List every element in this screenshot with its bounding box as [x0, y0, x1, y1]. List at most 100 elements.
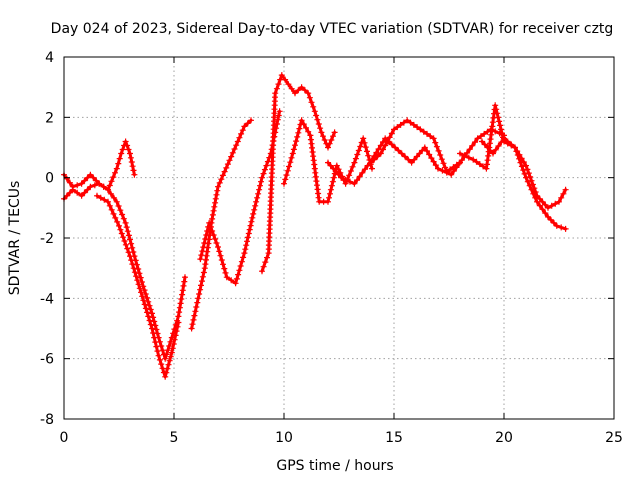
data-point — [260, 170, 267, 177]
data-point — [282, 176, 289, 183]
data-point — [477, 133, 484, 140]
data-point — [166, 343, 173, 349]
data-point — [494, 110, 501, 117]
data-point — [351, 180, 358, 187]
data-point — [123, 224, 130, 231]
data-point — [453, 164, 460, 171]
data-point — [108, 178, 115, 185]
data-point — [504, 138, 511, 145]
data-point — [481, 141, 488, 148]
data-point — [167, 353, 174, 360]
data-point — [492, 102, 499, 109]
data-point — [501, 135, 507, 142]
data-point — [354, 151, 361, 158]
data-point — [480, 163, 487, 170]
data-point — [524, 178, 531, 185]
data-point — [66, 189, 73, 196]
data-point — [385, 138, 392, 145]
data-point — [133, 273, 140, 280]
data-point — [122, 241, 129, 248]
data-point — [407, 119, 414, 126]
data-point — [151, 334, 158, 341]
data-point — [156, 356, 163, 363]
data-point — [487, 147, 494, 154]
data-point — [545, 213, 551, 220]
data-point — [90, 174, 97, 181]
data-point — [209, 211, 216, 218]
data-point — [122, 219, 129, 226]
data-point — [430, 135, 437, 142]
data-point — [472, 139, 478, 146]
data-point — [211, 203, 218, 210]
data-point — [532, 194, 539, 201]
data-point — [275, 81, 282, 88]
data-point — [118, 230, 125, 237]
data-point — [173, 328, 180, 335]
data-point — [125, 232, 132, 239]
data-point — [226, 157, 233, 164]
data-point — [497, 122, 504, 129]
data-point — [87, 171, 94, 178]
data-point — [326, 140, 333, 147]
data-point — [84, 186, 91, 193]
data-point — [327, 162, 334, 169]
data-point — [400, 119, 407, 126]
data-point — [196, 291, 203, 297]
x-tick-label: 25 — [605, 430, 623, 446]
x-axis-title: GPS time / hours — [276, 458, 393, 474]
data-point — [213, 240, 220, 246]
data-point — [364, 148, 370, 155]
data-point — [243, 242, 250, 249]
data-point — [542, 210, 549, 217]
data-point — [438, 156, 445, 163]
data-point — [285, 81, 292, 88]
data-point — [176, 309, 183, 316]
data-point — [481, 130, 488, 137]
data-point — [492, 146, 499, 153]
data-point — [166, 357, 173, 364]
data-point — [496, 118, 503, 125]
data-point — [465, 154, 472, 161]
data-point — [382, 135, 389, 142]
data-point — [144, 309, 151, 316]
y-tick-label: -8 — [40, 412, 54, 428]
y-tick-label: 0 — [45, 171, 54, 187]
data-point — [81, 177, 88, 184]
data-point — [141, 287, 148, 294]
data-point — [283, 172, 290, 179]
data-point — [188, 325, 195, 332]
data-point — [153, 326, 160, 333]
data-point — [241, 250, 248, 257]
data-point — [371, 153, 378, 159]
data-point — [263, 162, 270, 169]
series-track-a — [61, 180, 188, 362]
data-point — [131, 171, 138, 178]
data-point — [521, 170, 528, 177]
data-point — [250, 210, 257, 217]
data-point — [178, 296, 185, 302]
series-line — [62, 182, 187, 361]
data-point — [210, 207, 217, 214]
series-track-e — [197, 108, 283, 287]
data-point — [229, 149, 236, 156]
data-point — [395, 147, 402, 154]
data-point — [405, 156, 412, 163]
data-point — [122, 138, 129, 145]
data-point — [175, 319, 182, 326]
data-point — [373, 149, 380, 156]
data-point — [124, 228, 131, 235]
data-point — [347, 178, 353, 185]
data-point — [108, 206, 115, 213]
x-tick-label: 10 — [275, 430, 293, 446]
data-point — [313, 112, 320, 119]
data-point — [553, 222, 560, 229]
data-point — [238, 130, 245, 137]
data-point — [262, 259, 269, 266]
data-point — [216, 248, 223, 255]
data-point — [388, 130, 395, 137]
data-point — [116, 155, 123, 162]
data-point — [206, 219, 213, 226]
data-point — [284, 167, 291, 174]
data-point — [518, 163, 525, 170]
data-point — [223, 274, 230, 281]
